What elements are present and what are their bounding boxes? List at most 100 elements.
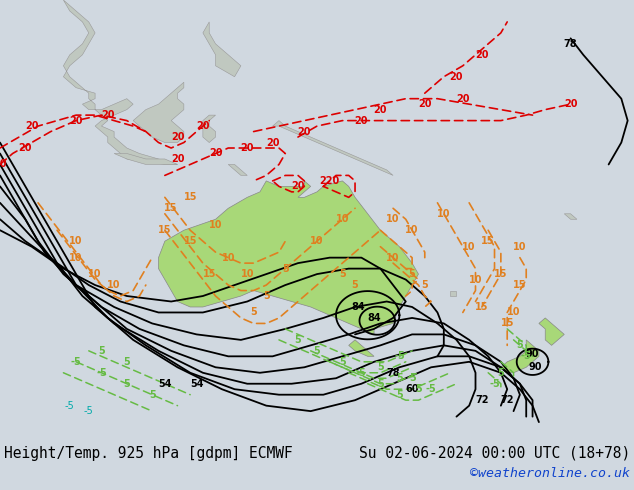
Text: 10: 10 — [405, 225, 419, 235]
Text: -5: -5 — [96, 368, 107, 378]
Text: 20: 20 — [0, 159, 7, 170]
Text: 10: 10 — [469, 274, 482, 285]
Text: 5: 5 — [409, 269, 415, 279]
Text: 10: 10 — [507, 307, 521, 318]
Text: 20: 20 — [18, 143, 32, 153]
Text: 20: 20 — [373, 105, 387, 115]
Text: 20: 20 — [456, 94, 470, 104]
Text: 5: 5 — [358, 368, 365, 378]
Text: 54: 54 — [190, 379, 204, 389]
Text: 10: 10 — [240, 269, 254, 279]
Text: 15: 15 — [202, 269, 216, 279]
Text: 20: 20 — [450, 72, 463, 82]
Text: 5: 5 — [352, 280, 358, 290]
Text: 84: 84 — [351, 302, 365, 312]
Polygon shape — [203, 22, 241, 77]
Text: 10: 10 — [462, 242, 476, 252]
Text: 10: 10 — [386, 214, 400, 224]
Text: 15: 15 — [500, 318, 514, 328]
Text: 10: 10 — [107, 280, 121, 290]
Text: 60: 60 — [405, 384, 419, 394]
Polygon shape — [349, 340, 374, 356]
Text: 5: 5 — [124, 357, 130, 367]
Text: 54: 54 — [158, 379, 172, 389]
Text: 10: 10 — [310, 236, 324, 246]
Text: 15: 15 — [183, 193, 197, 202]
Text: Height/Temp. 925 hPa [gdpm] ECMWF: Height/Temp. 925 hPa [gdpm] ECMWF — [4, 446, 293, 461]
Text: 20: 20 — [101, 110, 115, 120]
Text: ©weatheronline.co.uk: ©weatheronline.co.uk — [470, 467, 630, 480]
Text: 15: 15 — [481, 236, 495, 246]
Polygon shape — [63, 0, 178, 165]
Text: 20: 20 — [240, 143, 254, 153]
Text: -5: -5 — [394, 351, 404, 361]
Text: 84: 84 — [367, 313, 381, 323]
Polygon shape — [114, 153, 178, 165]
Polygon shape — [273, 121, 393, 175]
Text: 90: 90 — [529, 362, 543, 372]
Text: 20: 20 — [564, 99, 578, 109]
Text: 5: 5 — [377, 362, 384, 372]
Text: 5: 5 — [396, 390, 403, 400]
Text: 20: 20 — [171, 154, 184, 164]
Text: 15: 15 — [158, 225, 172, 235]
Text: 5: 5 — [263, 291, 269, 301]
Text: Su 02-06-2024 00:00 UTC (18+78): Su 02-06-2024 00:00 UTC (18+78) — [359, 446, 630, 461]
Text: 78: 78 — [386, 368, 400, 378]
Text: 10: 10 — [386, 253, 400, 263]
Text: -5: -5 — [84, 406, 94, 416]
Text: 15: 15 — [164, 203, 178, 213]
Text: 20: 20 — [354, 116, 368, 125]
Text: 5: 5 — [149, 390, 155, 400]
Polygon shape — [228, 165, 247, 175]
Text: 5: 5 — [415, 384, 422, 394]
Text: 5: 5 — [517, 341, 523, 350]
Text: 20: 20 — [25, 121, 39, 131]
Text: 15: 15 — [494, 269, 508, 279]
Polygon shape — [133, 82, 184, 143]
Text: 10: 10 — [335, 214, 349, 224]
Text: 20: 20 — [475, 50, 489, 60]
Text: -5: -5 — [521, 351, 531, 361]
Text: 10: 10 — [209, 220, 223, 230]
Polygon shape — [450, 291, 456, 296]
Text: 10: 10 — [513, 242, 527, 252]
Text: -5: -5 — [71, 357, 81, 367]
Polygon shape — [539, 318, 564, 345]
Text: 5: 5 — [295, 335, 301, 345]
Polygon shape — [501, 340, 539, 373]
Text: 20: 20 — [418, 99, 432, 109]
Text: 90: 90 — [526, 348, 540, 359]
Text: 15: 15 — [183, 236, 197, 246]
Text: 10: 10 — [88, 269, 102, 279]
Text: 5: 5 — [377, 379, 384, 389]
Text: 20: 20 — [297, 126, 311, 137]
Polygon shape — [158, 181, 418, 334]
Text: 10: 10 — [221, 253, 235, 263]
Text: 5: 5 — [339, 269, 346, 279]
Text: 72: 72 — [500, 395, 514, 405]
Text: 220: 220 — [320, 176, 340, 186]
Polygon shape — [564, 214, 577, 220]
Text: 5: 5 — [314, 346, 320, 356]
Text: -5: -5 — [489, 379, 500, 389]
Polygon shape — [203, 115, 216, 143]
Text: 5: 5 — [250, 307, 257, 318]
Text: 20: 20 — [196, 121, 210, 131]
Text: 5: 5 — [396, 373, 403, 383]
Text: 10: 10 — [69, 236, 83, 246]
Text: 20: 20 — [171, 132, 184, 142]
Text: -5: -5 — [407, 373, 417, 383]
Text: 72: 72 — [475, 395, 489, 405]
Text: 5: 5 — [422, 280, 428, 290]
Text: 10: 10 — [437, 209, 451, 219]
Text: 5: 5 — [98, 346, 105, 356]
Text: 5: 5 — [498, 368, 504, 378]
Text: 20: 20 — [69, 116, 83, 125]
Text: -5: -5 — [65, 401, 75, 411]
Text: 20: 20 — [266, 138, 280, 147]
Text: 10: 10 — [69, 253, 83, 263]
Text: 5: 5 — [124, 379, 130, 389]
Text: -5: -5 — [426, 384, 436, 394]
Text: 15: 15 — [513, 280, 527, 290]
